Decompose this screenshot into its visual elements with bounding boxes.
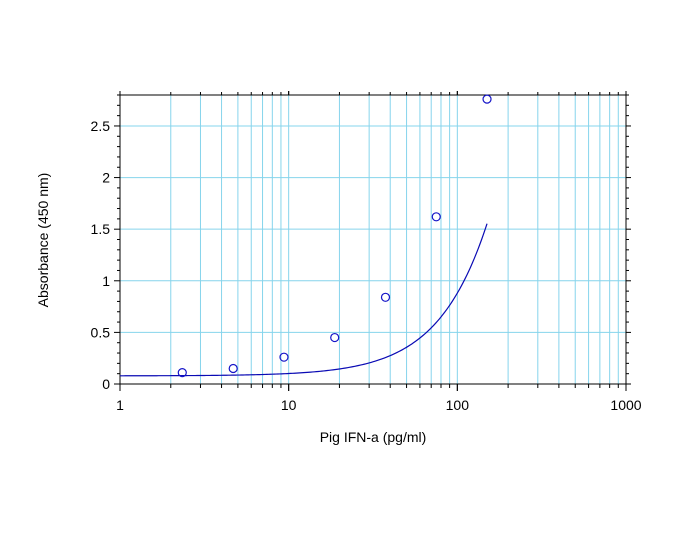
- y-tick-label: 1: [102, 273, 110, 289]
- data-point: [279, 352, 289, 362]
- y-tick-labels: 0 0.5 1 1.5 2 2.5: [91, 118, 111, 392]
- x-tick-labels: 1 10 100 1000: [116, 397, 642, 413]
- axis-ticks: [114, 91, 631, 391]
- y-tick-label: 2.5: [91, 118, 111, 134]
- y-tick-label: 0: [102, 376, 110, 392]
- data-point: [330, 332, 340, 343]
- data-point: [431, 212, 441, 222]
- x-tick-label: 10: [281, 397, 297, 413]
- plot-frame: [119, 94, 627, 385]
- y-tick-label: 2: [102, 170, 110, 186]
- grid: [119, 95, 627, 385]
- data-point: [380, 292, 391, 302]
- x-tick-label: 1000: [610, 397, 641, 413]
- y-axis-title: Absorbance (450 nm): [35, 173, 51, 308]
- fit-curve: [120, 223, 488, 377]
- x-tick-label: 100: [446, 397, 470, 413]
- y-tick-label: 1.5: [91, 221, 111, 237]
- data-point: [228, 363, 238, 374]
- x-tick-label: 1: [116, 397, 124, 413]
- y-tick-label: 0.5: [91, 324, 111, 340]
- data-point: [177, 368, 187, 378]
- x-axis-title: Pig IFN-a (pg/ml): [320, 429, 427, 445]
- data-point: [482, 94, 492, 104]
- data-points: [177, 94, 492, 378]
